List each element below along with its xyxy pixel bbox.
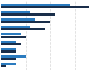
Bar: [1, 41, 16, 43]
Bar: [1, 11, 30, 13]
Bar: [1, 21, 50, 23]
Bar: [1, 43, 21, 45]
Bar: [1, 26, 30, 28]
Bar: [1, 33, 21, 36]
Bar: [1, 55, 26, 58]
Bar: [1, 50, 16, 53]
Bar: [1, 28, 45, 30]
Bar: [1, 65, 6, 67]
Bar: [1, 13, 55, 16]
Bar: [1, 63, 16, 65]
Bar: [1, 48, 16, 50]
Bar: [1, 58, 16, 60]
Bar: [1, 6, 89, 8]
Bar: [1, 36, 26, 38]
Bar: [1, 18, 35, 21]
Bar: [1, 4, 70, 6]
